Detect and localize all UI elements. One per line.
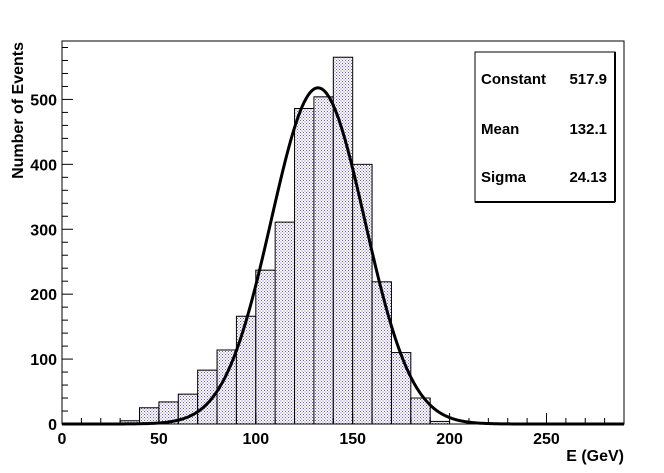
- x-tick-label-200: 200: [436, 431, 463, 448]
- histogram-bar-13: [371, 281, 392, 425]
- y-tick-label-500: 500: [30, 92, 57, 109]
- x-axis-label: E (GeV): [566, 448, 624, 465]
- histogram-bar-1: [139, 407, 160, 425]
- histogram-bar-6: [235, 315, 257, 425]
- y-axis-label: Number of Events: [10, 42, 27, 179]
- stats-box-frame: [474, 51, 616, 203]
- stats-box: Constant 517.9 Mean 132.1 Sigma 24.13: [474, 51, 616, 203]
- plot-frame-rect: [61, 40, 625, 425]
- stats-label-mean: Mean: [481, 121, 519, 138]
- y-tick-label-100: 100: [30, 352, 57, 369]
- axes-layer: 0 50 100 150 200 250 0 100 200 300 400 500: [30, 46, 625, 448]
- x-tick-label-150: 150: [339, 431, 366, 448]
- stats-label-sigma: Sigma: [481, 169, 527, 186]
- plot-frame: [61, 40, 625, 425]
- histogram-bar-9: [294, 108, 315, 425]
- x-tick-label-0: 0: [58, 431, 67, 448]
- y-tick-label-200: 200: [30, 287, 57, 304]
- y-tick-label-0: 0: [48, 417, 57, 434]
- histogram-bar-7: [255, 269, 276, 425]
- stats-label-constant: Constant: [481, 71, 546, 88]
- stats-value-sigma: 24.13: [569, 169, 607, 186]
- histogram-bar-14: [390, 352, 412, 425]
- x-tick-label-250: 250: [533, 431, 560, 448]
- histogram-bar-10: [313, 96, 334, 425]
- x-tick-label-50: 50: [150, 431, 168, 448]
- histogram-bar-8: [274, 221, 296, 425]
- y-tick-label-300: 300: [30, 222, 57, 239]
- y-tick-label-400: 400: [30, 157, 57, 174]
- x-tick-label-100: 100: [242, 431, 269, 448]
- bars-layer: [119, 56, 451, 425]
- stats-value-constant: 517.9: [569, 71, 607, 88]
- stats-value-mean: 132.1: [569, 121, 607, 138]
